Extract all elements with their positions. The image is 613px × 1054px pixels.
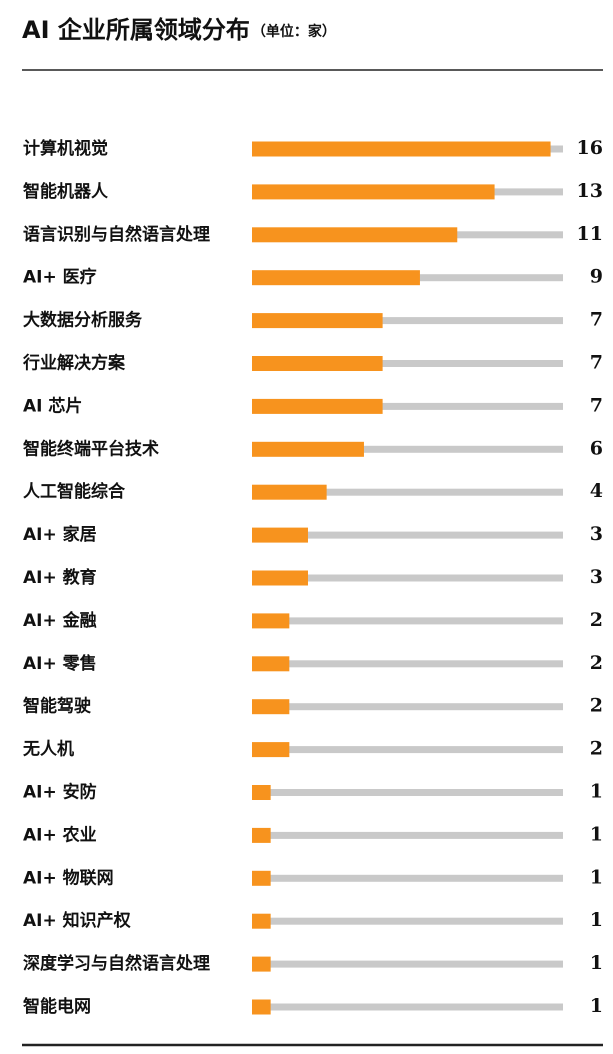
bar [252, 184, 495, 200]
bar [252, 570, 308, 586]
bar [252, 913, 271, 929]
bar-track [252, 445, 563, 453]
bar [252, 956, 271, 972]
value-label: 7 [590, 309, 603, 331]
bar [252, 827, 271, 843]
category-label: AI+ 教育 [23, 567, 97, 588]
value-label: 1 [590, 781, 603, 803]
bar-track [252, 360, 563, 367]
bar [252, 398, 383, 414]
bar [252, 656, 290, 672]
category-label: AI+ 零售 [23, 653, 97, 674]
bar-track [252, 746, 563, 754]
bar-track [252, 531, 563, 539]
value-label: 1 [590, 995, 603, 1017]
category-label: 深度学习与自然语言处理 [23, 953, 210, 974]
bar-track [252, 574, 563, 582]
value-label: 2 [590, 695, 603, 717]
bar [252, 742, 290, 758]
category-label: 计算机视觉 [23, 138, 108, 159]
bar [252, 613, 290, 629]
category-label: AI+ 金融 [23, 610, 97, 631]
bar [252, 441, 364, 457]
value-label: 2 [590, 609, 603, 631]
bar [252, 227, 458, 243]
bar-track [252, 1003, 563, 1011]
category-label: 人工智能综合 [23, 481, 126, 502]
value-label: 16 [577, 137, 603, 159]
value-label: 1 [590, 823, 603, 845]
value-label: 9 [590, 266, 603, 288]
category-label: AI 芯片 [23, 395, 82, 416]
category-label: 大数据分析服务 [23, 310, 143, 331]
category-label: 无人机 [22, 739, 74, 760]
value-label: 3 [590, 523, 603, 545]
value-label: 1 [590, 909, 603, 931]
bar-track [252, 703, 563, 711]
category-label: 智能机器人 [23, 181, 109, 202]
value-label: 6 [590, 437, 603, 459]
category-label: AI+ 安防 [23, 782, 97, 803]
bar [252, 270, 420, 286]
category-label: AI+ 农业 [23, 824, 97, 845]
category-label: 行业解决方案 [22, 353, 126, 374]
bar [252, 313, 383, 329]
bar [252, 999, 271, 1015]
bar [252, 484, 327, 500]
bar-track [252, 660, 563, 668]
value-label: 4 [590, 480, 603, 502]
value-label: 2 [590, 738, 603, 760]
chart-title: AI 企业所属领域分布 [22, 16, 250, 44]
category-label: 智能终端平台技术 [23, 438, 159, 459]
bar-track [252, 960, 563, 968]
bar-track [252, 617, 563, 625]
bar [252, 699, 290, 715]
category-label: AI+ 家居 [23, 524, 97, 545]
value-label: 1 [590, 952, 603, 974]
value-label: 1 [590, 866, 603, 888]
bar-track [252, 874, 563, 882]
bar-track [252, 917, 563, 925]
bar [252, 141, 551, 157]
category-label: AI+ 医疗 [23, 267, 97, 288]
bar-track [252, 831, 563, 839]
bar [252, 785, 271, 800]
bar [252, 870, 271, 886]
category-label: AI+ 知识产权 [23, 910, 132, 931]
value-label: 7 [590, 394, 603, 416]
bar-track [252, 317, 563, 325]
category-label: 智能驾驶 [23, 696, 91, 717]
value-label: 2 [590, 652, 603, 674]
category-label: 语言识别与自然语言处理 [23, 224, 210, 245]
chart-subtitle: （单位：家） [252, 23, 336, 40]
bar-track [252, 789, 563, 796]
bar-track [252, 402, 563, 410]
value-label: 11 [577, 223, 603, 245]
category-label: 智能电网 [23, 996, 91, 1017]
value-label: 3 [590, 566, 603, 588]
category-label: AI+ 物联网 [23, 867, 114, 888]
bar-track [252, 488, 563, 496]
bar [252, 527, 308, 543]
value-label: 7 [590, 352, 603, 374]
bar [252, 356, 383, 371]
value-label: 13 [577, 180, 603, 202]
